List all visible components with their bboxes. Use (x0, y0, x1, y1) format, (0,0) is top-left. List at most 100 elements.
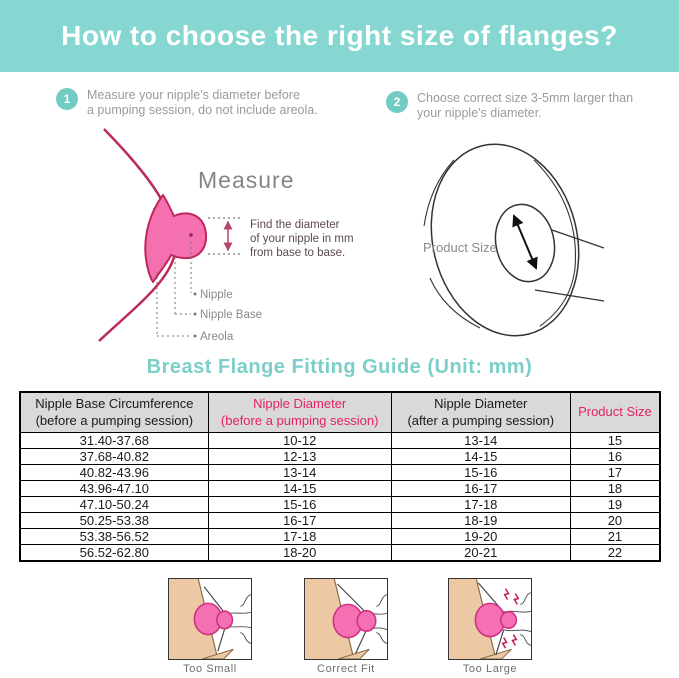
header-nipple-diameter-after: Nipple Diameter (after a pumping session… (390, 391, 571, 433)
table-cell: 14-15 (207, 479, 392, 497)
label-nipple-base: Nipple Base (200, 309, 262, 321)
flange-diagram: Product Size (423, 143, 605, 337)
measure-title: Measure (198, 167, 294, 193)
areola-shape (144, 194, 208, 283)
tunnel-detail-top (240, 594, 252, 607)
pain-bolt-icon (503, 588, 510, 600)
table-cell: 12-13 (207, 447, 392, 465)
tunnel-bottom (503, 629, 532, 633)
table-cell: 14-15 (390, 447, 571, 465)
fit-example-too-small (168, 578, 252, 660)
nipple-base-leader-bullet (193, 312, 197, 316)
table-cell: 15-16 (207, 495, 392, 513)
measure-diagram: Measure Find the diameter of your nipple… (98, 128, 354, 343)
table-cell: 53.38-56.52 (19, 527, 209, 545)
step-2: 2 Choose correct size 3-5mm larger than … (386, 91, 666, 122)
step-2-number-badge: 2 (386, 91, 408, 113)
table-cell: 47.10-50.24 (19, 495, 209, 513)
table-cell: 13-14 (207, 463, 392, 481)
flange-inner-arc-bottom (429, 277, 481, 329)
table-row: 43.96-47.10 14-15 16-17 18 (19, 479, 661, 497)
step-2-line2: your nipple's diameter. (417, 106, 542, 121)
table-cell: 16-17 (207, 511, 392, 529)
table-cell: 18-19 (390, 511, 571, 529)
flange-cone-bottom (355, 627, 368, 654)
header-nipple-base-circumference: Nipple Base Circumference (before a pump… (19, 391, 209, 433)
fit-example-too-large (448, 578, 532, 660)
table-cell: 31.40-37.68 (19, 431, 209, 449)
step-1: 1 Measure your nipple's diameter before … (56, 88, 366, 119)
table-cell: 16-17 (390, 479, 571, 497)
fit-figure-too-large (449, 578, 532, 660)
nipple (499, 610, 518, 630)
table-cell: 16 (569, 447, 661, 465)
label-areola: Areola (200, 331, 234, 343)
table-cell: 15-16 (390, 463, 571, 481)
table-cell: 43.96-47.10 (19, 479, 209, 497)
flange-cone-top (203, 586, 227, 615)
table-cell: 50.25-53.38 (19, 511, 209, 529)
table-cell: 56.52-62.80 (19, 543, 209, 561)
header-nipple-diameter-before: Nipple Diameter (before a pumping sessio… (207, 391, 392, 433)
table-cell: 37.68-40.82 (19, 447, 209, 465)
fit-figure-correct-fit (305, 578, 388, 660)
step-1-number-badge: 1 (56, 88, 78, 110)
table-row: 50.25-53.38 16-17 18-19 20 (19, 511, 661, 529)
fit-example-correct-fit (304, 578, 388, 660)
tunnel-detail-top (520, 592, 532, 605)
table-row: 37.68-40.82 12-13 14-15 16 (19, 447, 661, 465)
table-cell: 17-18 (207, 527, 392, 545)
table-cell: 17 (569, 463, 661, 481)
step-2-text: Choose correct size 3-5mm larger than yo… (417, 91, 633, 122)
table-row: 47.10-50.24 15-16 17-18 19 (19, 495, 661, 513)
flange-inner-arc-top (423, 159, 455, 227)
tunnel-detail-top (376, 594, 388, 607)
breast-skin (305, 579, 354, 659)
flange-tunnel-line-top (551, 229, 605, 249)
pain-bolt-icon (501, 637, 508, 649)
areola-leader-bullet (193, 334, 197, 338)
flange-cone-bottom (495, 629, 505, 656)
table-cell: 40.82-43.96 (19, 463, 209, 481)
table-cell: 21 (569, 527, 661, 545)
table-cell: 20-21 (390, 543, 571, 561)
nipple (356, 609, 377, 632)
pain-bolt-icon (513, 593, 520, 605)
nipple-leader-bullet (193, 292, 197, 296)
table-row: 31.40-37.68 10-12 13-14 15 (19, 431, 661, 449)
diameter-note-line1: Find the diameter (250, 219, 340, 231)
fitting-table: Nipple Base Circumference (before a pump… (19, 391, 661, 562)
page-title: How to choose the right size of flanges? (61, 20, 618, 51)
nipple-dot (189, 233, 193, 237)
table-cell: 19-20 (390, 527, 571, 545)
tunnel-detail-bottom (520, 634, 532, 646)
tunnel-detail-bottom (240, 632, 252, 644)
table-cell: 13-14 (390, 431, 571, 449)
step-1-line1: Measure your nipple's diameter before (87, 88, 300, 102)
fit-caption-too-small: Too Small (183, 663, 237, 675)
diameter-note-line3: from base to base. (250, 247, 345, 259)
breast-skin (449, 579, 496, 659)
guide-title: Breast Flange Fitting Guide (Unit: mm) (146, 356, 533, 378)
product-size-arrow-icon (512, 214, 538, 270)
diameter-note-line2: of your nipple in mm (250, 233, 354, 245)
tunnel-detail-bottom (376, 632, 388, 644)
table-cell: 15 (569, 431, 661, 449)
step-1-text: Measure your nipple's diameter before a … (87, 88, 318, 119)
step-2-line1: Choose correct size 3-5mm larger than (417, 91, 634, 105)
breast-skin (169, 579, 218, 659)
table-row: 56.52-62.80 18-20 20-21 22 (19, 543, 661, 561)
pain-bolt-icon (511, 634, 518, 646)
table-row: 40.82-43.96 13-14 15-16 17 (19, 463, 661, 481)
step-1-line2: a pumping session, do not include areola… (87, 103, 318, 118)
table-cell: 10-12 (207, 431, 392, 449)
table-cell: 22 (569, 543, 661, 561)
table-cell: 18-20 (207, 543, 392, 561)
product-size-label: Product Size (423, 240, 497, 255)
table-cell: 18 (569, 479, 661, 497)
header-banner: How to choose the right size of flanges? (0, 0, 679, 72)
table-cell: 19 (569, 495, 661, 513)
label-nipple: Nipple (200, 289, 233, 301)
table-row: 53.38-56.52 17-18 19-20 21 (19, 527, 661, 545)
